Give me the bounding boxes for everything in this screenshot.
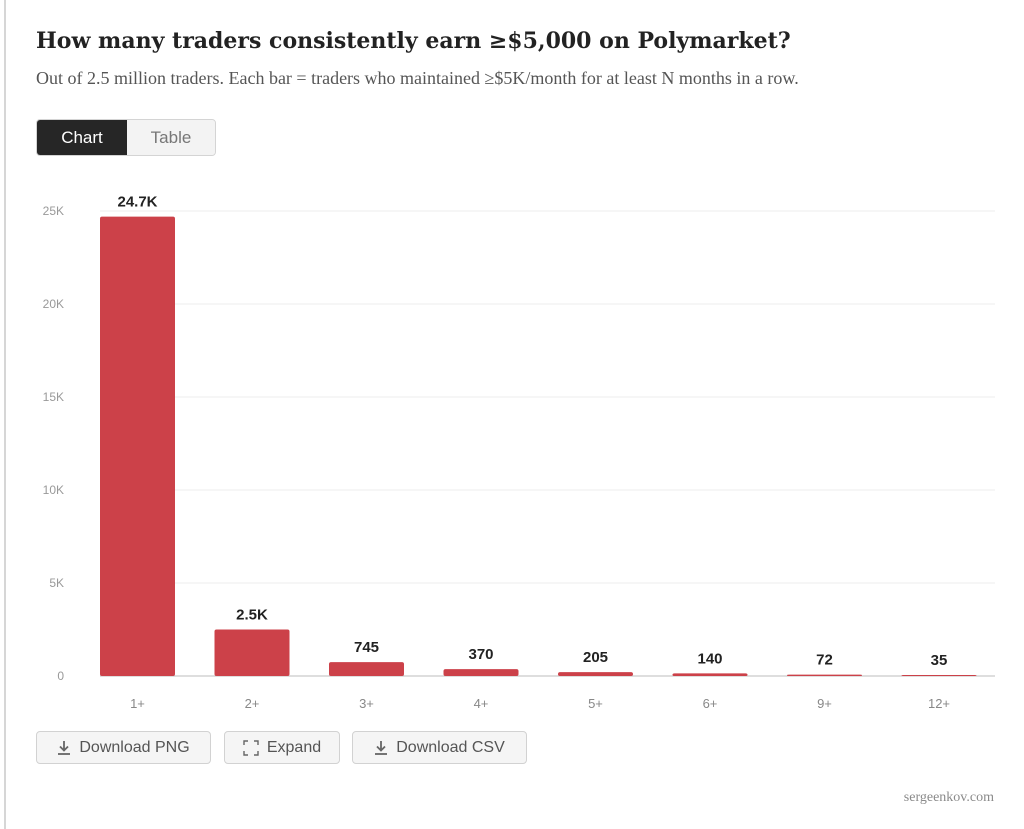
data-label: 35	[931, 652, 948, 669]
bar	[443, 669, 519, 676]
data-label: 2.5K	[236, 607, 268, 624]
bar-chart: 0 5K 10K 15K 20K 25K 24.7K 1+ 2.5K 2+ 745 3+ 370 4+ 20…	[43, 194, 995, 711]
data-label: 745	[354, 639, 379, 656]
bar	[100, 216, 175, 676]
data-label: 205	[583, 649, 608, 666]
y-tick-label: 25K	[43, 204, 64, 218]
data-label: 24.7K	[117, 194, 157, 211]
y-tick-label: 20K	[43, 297, 64, 311]
y-tick-label: 15K	[43, 390, 64, 404]
expand-button[interactable]: Expand	[224, 731, 340, 764]
x-tick-label: 3+	[359, 696, 374, 711]
x-tick-label: 6+	[703, 696, 718, 711]
data-label: 72	[816, 652, 833, 669]
data-label: 370	[468, 646, 493, 663]
bar	[672, 673, 748, 676]
chart-title: How many traders consistently earn ≥$5,0…	[36, 28, 791, 54]
expand-label: Expand	[266, 738, 322, 756]
tab-table[interactable]: Table	[127, 120, 215, 155]
bar	[901, 675, 977, 676]
source-credit: sergeenkov.com	[903, 790, 994, 805]
y-tick-label: 10K	[43, 483, 64, 497]
y-tick-label: 5K	[49, 576, 64, 590]
tab-chart[interactable]: Chart	[37, 120, 127, 155]
x-tick-label: 1+	[130, 696, 145, 711]
bar	[214, 629, 290, 676]
view-toggle: Chart Table	[36, 119, 216, 156]
y-tick-label: 0	[57, 669, 64, 683]
download-png-button[interactable]: Download PNG	[36, 731, 211, 764]
left-border	[4, 0, 6, 829]
chart-subtitle: Out of 2.5 million traders. Each bar = t…	[36, 68, 799, 88]
expand-icon	[243, 739, 259, 756]
bar	[787, 674, 862, 676]
x-tick-label: 4+	[474, 696, 489, 711]
download-icon	[58, 740, 71, 755]
bar	[558, 672, 633, 676]
download-csv-button[interactable]: Download CSV	[352, 731, 527, 764]
x-tick-label: 5+	[588, 696, 603, 711]
download-png-label: Download PNG	[79, 738, 190, 756]
x-tick-label: 12+	[928, 696, 950, 711]
download-csv-label: Download CSV	[396, 738, 505, 756]
bar	[329, 662, 404, 676]
data-label: 140	[697, 650, 722, 667]
x-tick-label: 2+	[245, 696, 260, 711]
x-tick-label: 9+	[817, 696, 832, 711]
download-icon	[375, 740, 388, 755]
